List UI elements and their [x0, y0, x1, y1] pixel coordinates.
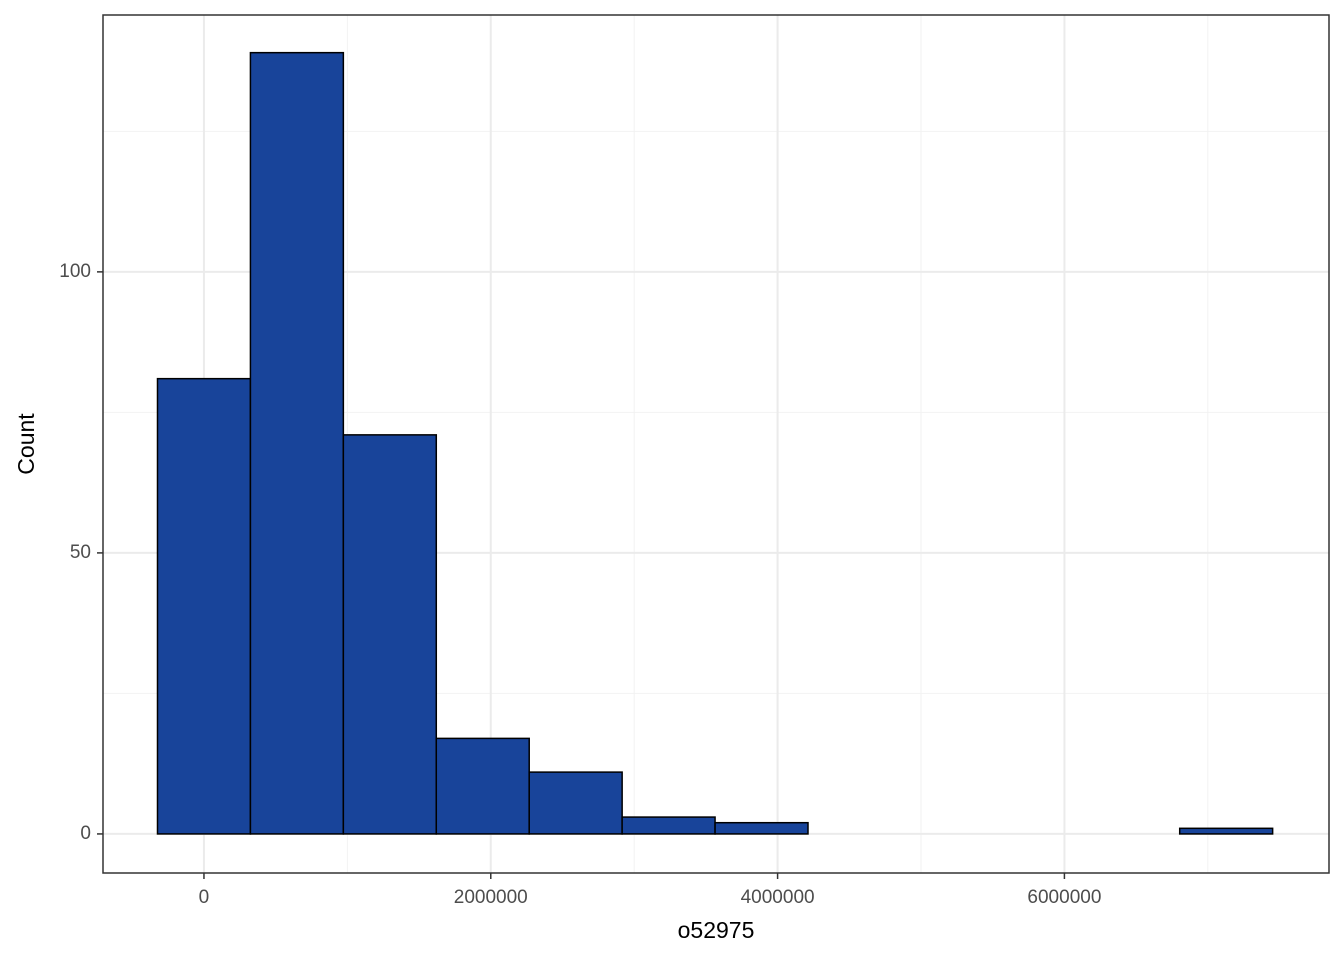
bar [156, 377, 252, 835]
bar [435, 737, 530, 835]
x-tick-label: 2000000 [454, 887, 528, 908]
y-tick-label: 50 [70, 542, 91, 563]
y-tick-label: 0 [80, 823, 91, 844]
bar [528, 771, 623, 835]
y-tick-label: 100 [59, 261, 91, 282]
bar [621, 816, 716, 835]
x-axis-title: o52975 [678, 917, 755, 943]
bar [342, 434, 438, 835]
y-axis-title: Count [13, 413, 39, 475]
x-tick-label: 4000000 [741, 887, 815, 908]
x-tick-label: 0 [199, 887, 210, 908]
bar [1178, 827, 1274, 835]
x-tick-label: 6000000 [1027, 887, 1101, 908]
bar [714, 821, 809, 835]
panel-border [102, 14, 1330, 874]
bar [249, 51, 345, 835]
